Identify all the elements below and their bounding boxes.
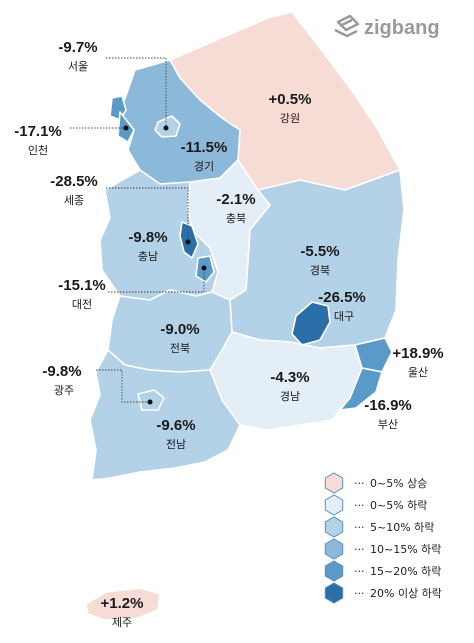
gwangju-name: 광주 [54, 384, 74, 397]
gyeonggi-name: 경기 [194, 160, 214, 173]
gwangju-marker [147, 399, 153, 405]
seoul-change: -9.7% [58, 39, 97, 56]
legend-item: ··· 20% 이상 하락 [324, 582, 442, 604]
daegu-change: -26.5% [318, 289, 366, 306]
map-legend: ··· 0~5% 상승 ··· 0~5% 하락 ··· 5~10% 하락 ··· 10~15%… [324, 472, 442, 604]
zigbang-logo-icon [334, 14, 360, 38]
sejong-name: 세종 [64, 194, 84, 207]
legend-swatch [324, 494, 344, 516]
legend-dots: ··· [354, 499, 365, 512]
chungbuk-change: -2.1% [216, 191, 255, 208]
gyeonggi-change: -11.5% [181, 139, 228, 156]
region-ulsan [354, 337, 393, 373]
jeonnam-change: -9.6% [156, 417, 195, 434]
brand-name: zigbang [364, 17, 440, 39]
legend-label: 0~5% 상승 [370, 477, 427, 490]
incheon-change: -17.1% [14, 123, 62, 140]
seoul-name: 서울 [68, 60, 88, 73]
legend-dots: ··· [354, 587, 365, 600]
legend-label: 5~10% 하락 [370, 520, 434, 534]
legend-item: ··· 0~5% 하락 [324, 494, 427, 516]
leader-lines [70, 57, 207, 405]
chungbuk-name: 충북 [226, 212, 246, 225]
region-labels: -9.7% 서울 -17.1% 인천 -11.5% 경기 +0.5% 강원 -2… [14, 39, 443, 629]
gwangju-change: -9.8% [42, 363, 81, 380]
jeju-name: 제주 [112, 616, 132, 629]
jeonbuk-name: 전북 [170, 342, 190, 355]
legend-swatch [324, 538, 344, 560]
legend-item: ··· 15~20% 하락 [324, 560, 441, 582]
sejong-change: -28.5% [50, 173, 98, 190]
legend-swatch [324, 516, 344, 538]
ulsan-name: 울산 [408, 366, 428, 379]
incheon-name: 인천 [28, 143, 48, 157]
gyeongnam-name: 경남 [280, 390, 300, 403]
region-jeju [85, 587, 161, 621]
region-busan [339, 367, 383, 411]
legend-dots: ··· [354, 543, 365, 556]
legend-swatch [324, 560, 344, 582]
chungnam-change: -9.8% [128, 229, 167, 246]
seoul-marker [163, 125, 169, 131]
incheon-marker [123, 125, 129, 131]
legend-item: ··· 0~5% 상승 [324, 472, 427, 494]
gangwon-change: +0.5% [269, 91, 312, 108]
legend-swatch [324, 582, 344, 604]
legend-swatch [324, 472, 344, 494]
region-jeonnam [89, 349, 241, 481]
daegu-name: 대구 [334, 310, 354, 323]
gangwon-name: 강원 [280, 112, 300, 125]
busan-change: -16.9% [364, 397, 412, 414]
daejeon-change: -15.1% [58, 277, 106, 294]
gyeongnam-change: -4.3% [270, 369, 309, 386]
gyeongbuk-change: -5.5% [300, 243, 339, 260]
legend-label: 15~20% 하락 [370, 564, 441, 578]
busan-name: 부산 [378, 418, 398, 431]
daejeon-name: 대전 [72, 298, 92, 311]
legend-label: 10~15% 하락 [370, 542, 441, 556]
sejong-marker [185, 239, 191, 245]
jeonbuk-change: -9.0% [160, 321, 199, 338]
brand-logo: zigbang [334, 14, 440, 39]
legend-item: ··· 10~15% 하락 [324, 538, 441, 560]
daejeon-marker [201, 265, 207, 271]
legend-label: 20% 이상 하락 [370, 586, 442, 600]
jeonnam-name: 전남 [166, 438, 186, 451]
legend-label: 0~5% 하락 [370, 498, 427, 512]
legend-dots: ··· [354, 477, 365, 490]
legend-dots: ··· [354, 565, 365, 578]
legend-item: ··· 5~10% 하락 [324, 516, 434, 538]
chungnam-name: 충남 [138, 250, 158, 263]
legend-dots: ··· [354, 521, 365, 534]
gyeongbuk-name: 경북 [310, 264, 330, 277]
ulsan-change: +18.9% [392, 345, 443, 362]
region-daegu [291, 301, 331, 346]
jeju-change: +1.2% [101, 595, 144, 612]
